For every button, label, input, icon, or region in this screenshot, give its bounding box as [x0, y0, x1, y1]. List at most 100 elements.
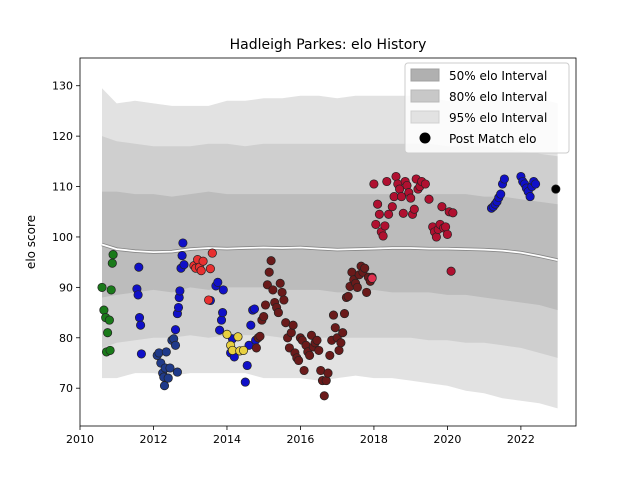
x-tick-label: 2012: [139, 433, 167, 446]
post-match-point: [170, 325, 181, 335]
post-match-point: [173, 302, 184, 313]
post-match-point: [362, 287, 372, 297]
post-match-point: [380, 221, 390, 231]
post-match-point: [374, 209, 384, 219]
post-match-point: [264, 267, 274, 277]
post-match-point: [431, 232, 441, 242]
x-tick-label: 2022: [507, 433, 535, 446]
post-match-point: [525, 192, 535, 202]
legend-label-50: 50% elo Interval: [449, 69, 547, 83]
post-match-point: [373, 199, 383, 209]
post-match-point: [294, 355, 304, 366]
x-tick-label: 2016: [286, 433, 314, 446]
post-match-point: [275, 278, 285, 288]
x-tick-label: 2020: [433, 433, 461, 446]
post-match-point: [437, 202, 447, 212]
post-match-point: [240, 377, 250, 387]
y-tick-label: 80: [59, 332, 73, 345]
legend-marker-post-match: [419, 132, 431, 144]
post-match-point: [246, 320, 256, 330]
plot-area-frame: [79, 57, 577, 427]
post-match-point: [338, 328, 348, 338]
post-match-point: [108, 250, 118, 260]
legend-swatch-50: [410, 68, 440, 82]
post-match-point: [319, 391, 329, 401]
y-axis-ticks: 70 80 90 100 110 120 130: [52, 80, 80, 395]
post-match-point: [396, 192, 407, 202]
post-match-point: [222, 329, 232, 339]
post-match-point: [360, 263, 370, 273]
post-match-point: [406, 193, 416, 203]
legend-swatch-80: [410, 89, 440, 103]
post-match-point: [172, 367, 182, 377]
post-match-point: [205, 264, 215, 274]
legend-label-95: 95% elo Interval: [449, 111, 547, 125]
legend-swatch-95: [410, 110, 440, 124]
post-match-point: [343, 291, 353, 301]
x-axis-ticks: 2010 2012 2014 2016 2018 2020 2022: [66, 426, 535, 446]
post-match-point: [204, 295, 214, 305]
post-match-point: [260, 300, 271, 310]
post-match-point: [216, 315, 227, 325]
post-match-point: [133, 290, 143, 300]
post-match-point: [288, 320, 298, 330]
legend: 50% elo Interval 80% elo Interval 95% el…: [404, 62, 570, 154]
y-tick-label: 110: [52, 181, 73, 194]
post-match-point: [378, 231, 388, 241]
x-tick-label: 2014: [213, 433, 241, 446]
post-match-point: [175, 286, 185, 296]
post-match-point: [238, 345, 249, 355]
post-match-point: [314, 345, 324, 355]
post-match-point: [107, 258, 117, 268]
post-match-point: [218, 285, 228, 295]
post-match-point: [134, 262, 144, 272]
post-match-point: [268, 285, 278, 295]
post-match-points: [97, 171, 561, 401]
post-match-point: [496, 189, 506, 199]
post-match-point: [398, 208, 408, 218]
post-match-point: [312, 335, 322, 345]
x-tick-label: 2018: [360, 433, 388, 446]
post-match-point: [328, 310, 339, 320]
post-match-point: [103, 328, 113, 338]
y-axis-label: elo score: [24, 215, 38, 269]
y-tick-label: 130: [52, 80, 73, 93]
post-match-point: [218, 308, 228, 318]
post-match-point: [391, 171, 401, 182]
post-match-point: [531, 179, 541, 189]
post-match-point: [321, 376, 331, 386]
post-match-point: [330, 323, 340, 333]
post-match-point: [273, 308, 283, 318]
post-match-point: [170, 340, 181, 350]
post-match-point: [255, 331, 265, 341]
post-match-point: [233, 332, 243, 342]
post-match-point: [277, 287, 287, 297]
post-match-point: [323, 368, 333, 378]
post-match-point: [369, 179, 379, 189]
post-match-point: [251, 343, 261, 353]
post-match-point: [165, 363, 175, 373]
post-match-point: [196, 266, 206, 276]
post-match-point: [215, 325, 225, 335]
post-match-point: [279, 295, 289, 305]
post-match-point: [448, 208, 458, 218]
post-match-point: [424, 194, 434, 204]
post-match-point: [442, 229, 452, 239]
elo-trend-mean: [101, 243, 558, 261]
legend-label-post-match: Post Match elo: [449, 132, 536, 146]
post-match-point: [367, 273, 377, 283]
post-match-point: [179, 260, 189, 270]
x-tick-label: 2010: [66, 433, 94, 446]
post-match-point: [136, 349, 146, 359]
post-match-point: [441, 222, 451, 232]
post-match-point: [97, 282, 107, 292]
y-tick-label: 70: [59, 382, 73, 395]
post-match-point: [105, 345, 115, 355]
post-match-point: [213, 277, 223, 287]
post-match-point: [551, 184, 561, 194]
post-match-point: [352, 282, 362, 292]
post-match-point: [334, 345, 344, 355]
post-match-point: [104, 315, 114, 325]
